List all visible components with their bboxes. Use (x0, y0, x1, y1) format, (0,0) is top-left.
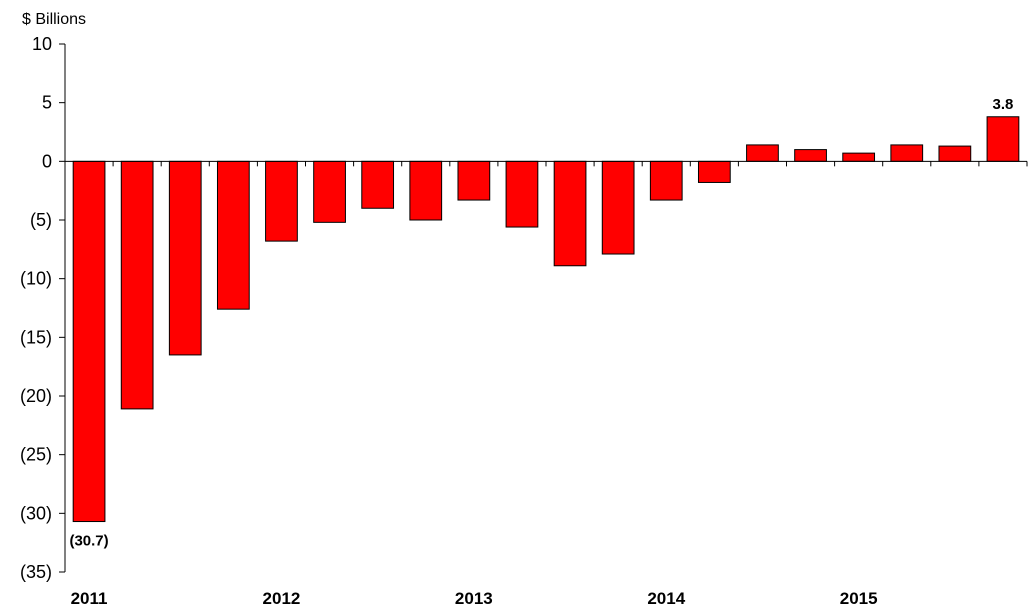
bar (842, 152, 876, 162)
y-tick-label: (20) (20, 386, 52, 406)
y-tick-label: (15) (20, 327, 52, 347)
y-tick-label: 0 (42, 151, 52, 171)
bar (746, 144, 779, 162)
bar (409, 160, 443, 221)
bar (313, 160, 346, 223)
y-tick-label: 5 (42, 93, 52, 113)
bar (361, 160, 395, 209)
y-tick-label: (10) (20, 269, 52, 289)
bar (601, 160, 635, 255)
data-label: 3.8 (993, 96, 1014, 113)
bar (649, 160, 683, 201)
bar (697, 160, 731, 183)
y-tick-label: 10 (32, 34, 52, 54)
bar (553, 160, 587, 267)
bar (120, 160, 154, 410)
category-labels: 2011 2012 2013 2014 2015 (71, 589, 878, 608)
data-label: (30.7) (69, 533, 108, 550)
axes (59, 43, 1028, 573)
data-labels: (30.7) 3.8 (69, 96, 1013, 550)
y-tick-label: (30) (20, 503, 52, 523)
bar (505, 160, 539, 228)
bars (72, 116, 1020, 523)
bar (890, 144, 924, 162)
bar (168, 160, 202, 356)
x-category-label: 2015 (840, 589, 878, 608)
x-category-label: 2012 (263, 589, 301, 608)
x-category-label: 2013 (455, 589, 493, 608)
y-tick-label: (5) (30, 210, 52, 230)
bar (457, 160, 491, 201)
bar (216, 160, 250, 310)
y-tick-labels: 10 5 0 (5) (10) (15) (20) (25) (30) (35) (20, 34, 52, 582)
bar (986, 116, 1020, 162)
bar (265, 160, 298, 242)
y-axis-unit-label: $ Billions (22, 11, 86, 28)
x-category-label: 2014 (647, 589, 685, 608)
bar (72, 160, 106, 523)
bar (794, 149, 827, 162)
x-category-label: 2011 (71, 589, 108, 608)
bar (938, 145, 972, 162)
y-tick-label: (25) (20, 445, 52, 465)
y-tick-label: (35) (20, 562, 52, 582)
